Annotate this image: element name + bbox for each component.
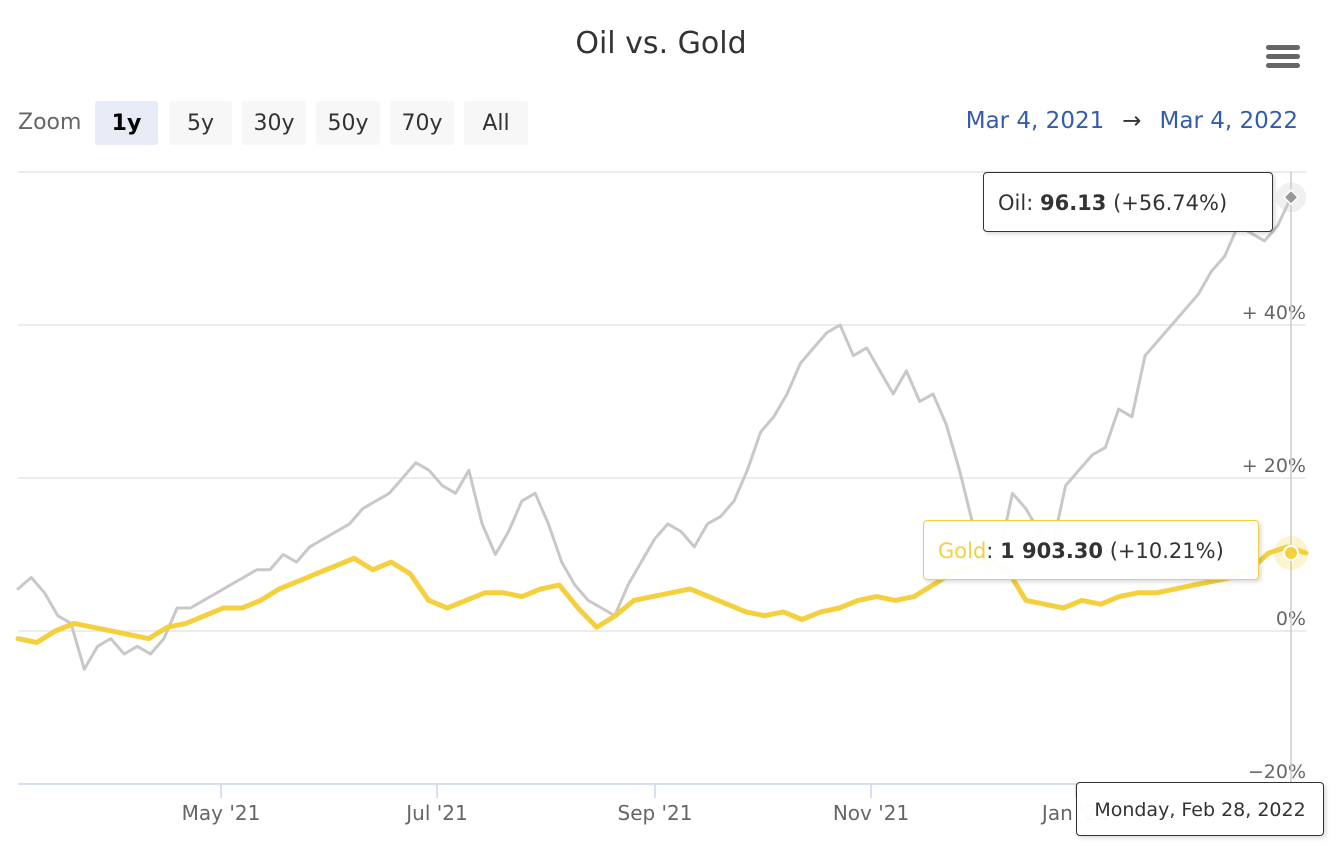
oil-tooltip: Oil: 96.13 (+56.74%) — [983, 172, 1273, 232]
x-tick-label: May '21 — [182, 801, 261, 825]
series-line-gold — [15, 544, 1309, 645]
zoom-label: Zoom — [18, 110, 82, 135]
chart-title: Oil vs. Gold — [575, 26, 747, 61]
hamburger-menu-icon[interactable] — [1264, 42, 1302, 72]
x-tick-label: Nov '21 — [833, 801, 909, 825]
x-tick-label: Sep '21 — [618, 801, 693, 825]
y-tick-label: + 20% — [1242, 455, 1306, 477]
oil-tooltip-series: Oil — [998, 191, 1027, 215]
oil-tooltip-change: (+56.74%) — [1113, 191, 1228, 215]
zoom-1y-button[interactable]: 1y — [95, 101, 158, 145]
y-tick-label: −20% — [1248, 761, 1306, 783]
series-line-oil — [16, 195, 1293, 671]
date-range-display: Mar 4, 2021 → Mar 4, 2022 — [966, 108, 1298, 134]
range-from-input[interactable]: Mar 4, 2021 — [965, 108, 1105, 134]
range-arrow-icon: → — [1122, 108, 1142, 134]
zoom-30y-button[interactable]: 30y — [242, 101, 306, 145]
y-tick-label: + 40% — [1242, 302, 1306, 324]
gold-tooltip-series: Gold — [938, 539, 987, 563]
gold-tooltip-change: (+10.21%) — [1109, 539, 1224, 563]
zoom-70y-button[interactable]: 70y — [390, 101, 454, 145]
series-lines — [15, 195, 1309, 671]
range-to-input[interactable]: Mar 4, 2022 — [1159, 108, 1299, 134]
gold-tooltip-value: 1 903.30 — [1000, 539, 1104, 563]
oil-hover-marker — [1282, 189, 1300, 206]
zoom-50y-button[interactable]: 50y — [316, 101, 380, 145]
zoom-5y-button[interactable]: 5y — [169, 101, 232, 145]
x-tick-label: Jul '21 — [404, 801, 467, 825]
zoom-all-button[interactable]: All — [464, 101, 528, 145]
gold-hover-marker — [1283, 544, 1299, 561]
gold-tooltip: Gold: 1 903.30 (+10.21%) — [923, 520, 1259, 580]
oil-tooltip-value: 96.13 — [1039, 191, 1107, 215]
hover-markers — [1274, 182, 1308, 570]
date-tooltip: Monday, Feb 28, 2022 — [1076, 782, 1324, 836]
